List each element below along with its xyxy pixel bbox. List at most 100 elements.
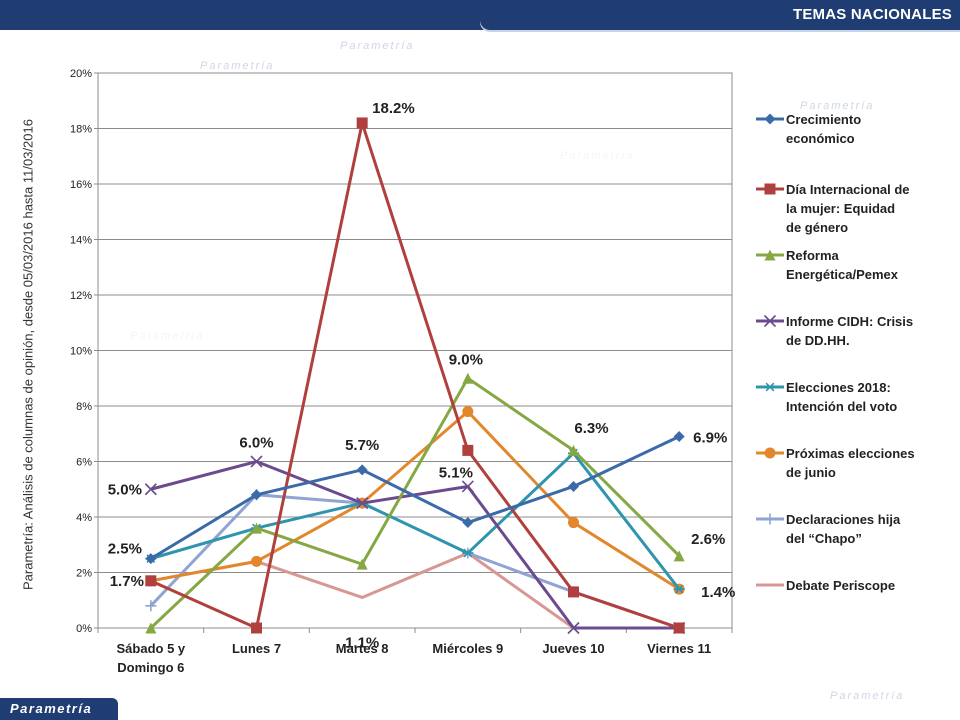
data-label: 5.1% — [439, 464, 473, 481]
point-marker — [250, 455, 263, 468]
point-marker — [568, 586, 579, 598]
source-note: Parametría: Análisis de columnas de opin… — [20, 119, 36, 590]
legend-swatch — [756, 249, 784, 261]
point-marker — [462, 444, 474, 456]
legend-label: Reforma Energética/Pemex — [786, 248, 899, 282]
watermark: Parametría — [830, 690, 905, 702]
point-marker — [764, 183, 776, 195]
y-tick-label: 18% — [70, 124, 92, 136]
legend-swatch — [756, 447, 784, 459]
series-line — [149, 376, 681, 630]
point-marker — [763, 314, 777, 328]
y-tick-label: 14% — [70, 235, 92, 247]
data-label: 6.3% — [574, 420, 608, 437]
data-label: 5.7% — [345, 437, 379, 454]
point-marker — [356, 558, 368, 570]
watermark: Parametría — [800, 100, 875, 112]
legend-label: Día Internacional de la mujer: Equidad de … — [786, 182, 910, 235]
series-0 — [145, 431, 685, 565]
watermark: Parametría — [200, 60, 275, 72]
point-marker — [462, 372, 474, 384]
point-marker — [764, 513, 776, 525]
point-marker — [568, 517, 579, 529]
data-label: 9.0% — [449, 351, 483, 368]
point-marker — [356, 464, 368, 476]
y-tick-label: 0% — [76, 623, 92, 635]
point-marker — [145, 553, 157, 565]
point-marker — [764, 113, 776, 125]
legend-swatch — [756, 113, 784, 125]
legend-label: Crecimiento económico — [786, 112, 862, 146]
legend-swatch — [756, 314, 784, 328]
x-tick-label: Sábado 5 y Domingo 6 — [117, 641, 186, 675]
point-marker — [251, 622, 262, 634]
x-tick-label: Lunes 7 — [232, 641, 281, 656]
y-tick-label: 10% — [70, 346, 92, 358]
point-marker — [764, 382, 776, 392]
point-marker — [251, 489, 262, 501]
y-tick-label: 20% — [70, 68, 92, 80]
series-2 — [145, 372, 685, 634]
point-marker — [356, 117, 368, 129]
legend-label: Informe CIDH: Crisis de DD.HH. — [786, 314, 914, 348]
point-marker — [567, 621, 580, 635]
data-label: 1.1% — [345, 634, 379, 651]
point-marker — [251, 555, 262, 567]
watermark: Parametría — [340, 40, 415, 52]
point-marker — [145, 575, 157, 587]
legend-label: Declaraciones hija del “Chapo” — [786, 512, 901, 546]
y-tick-label: 4% — [76, 512, 92, 524]
y-tick-label: 6% — [76, 457, 92, 469]
point-marker — [764, 249, 776, 261]
point-marker — [673, 584, 685, 594]
point-marker — [145, 622, 157, 634]
x-tick-label: Jueves 10 — [542, 641, 604, 656]
x-tick-label: Miércoles 9 — [432, 641, 503, 656]
brand-logo: Parametría — [0, 698, 118, 720]
data-label: 1.7% — [110, 573, 144, 590]
x-tick-label: Martes 8 — [336, 641, 389, 656]
point-marker — [251, 522, 262, 534]
legend-label: Debate Periscope — [786, 578, 896, 593]
legend-label: Elecciones 2018: Intención del voto — [786, 380, 898, 414]
point-marker — [673, 431, 685, 443]
series-line — [150, 121, 680, 630]
point-marker — [462, 406, 474, 418]
data-label: 6.0% — [239, 435, 273, 452]
point-marker — [356, 497, 369, 510]
y-tick-label: 8% — [76, 401, 92, 413]
y-tick-label: 12% — [70, 290, 92, 302]
legend-swatch — [756, 183, 784, 195]
series-line — [150, 451, 681, 591]
series-line — [150, 410, 680, 591]
point-marker — [462, 548, 474, 558]
point-marker — [144, 483, 157, 496]
data-label: 18.2% — [372, 100, 415, 117]
point-marker — [145, 600, 157, 612]
data-label: 6.9% — [693, 430, 727, 447]
data-label: 2.6% — [691, 531, 725, 548]
legend-swatch — [756, 382, 784, 392]
point-marker — [462, 517, 474, 529]
data-label: 1.4% — [701, 584, 735, 601]
point-marker — [461, 480, 474, 493]
y-tick-label: 16% — [70, 179, 92, 191]
x-tick-label: Viernes 11 — [647, 641, 711, 656]
data-label: 2.5% — [108, 541, 142, 558]
y-tick-label: 2% — [76, 568, 92, 580]
point-marker — [673, 550, 685, 562]
legend-swatch — [756, 583, 784, 587]
legend-label: Próximas elecciones de junio — [786, 446, 915, 480]
point-marker — [568, 480, 579, 492]
point-marker — [673, 622, 685, 634]
data-label: 5.0% — [108, 481, 142, 498]
point-marker — [568, 444, 579, 456]
series-line — [150, 435, 680, 560]
section-title: TEMAS NACIONALES — [792, 6, 952, 23]
point-marker — [764, 447, 776, 459]
section-tag: TEMAS NACIONALES — [480, 0, 960, 30]
legend-swatch — [756, 513, 784, 525]
brand-text: Parametría — [10, 701, 93, 716]
series-1 — [145, 117, 685, 634]
